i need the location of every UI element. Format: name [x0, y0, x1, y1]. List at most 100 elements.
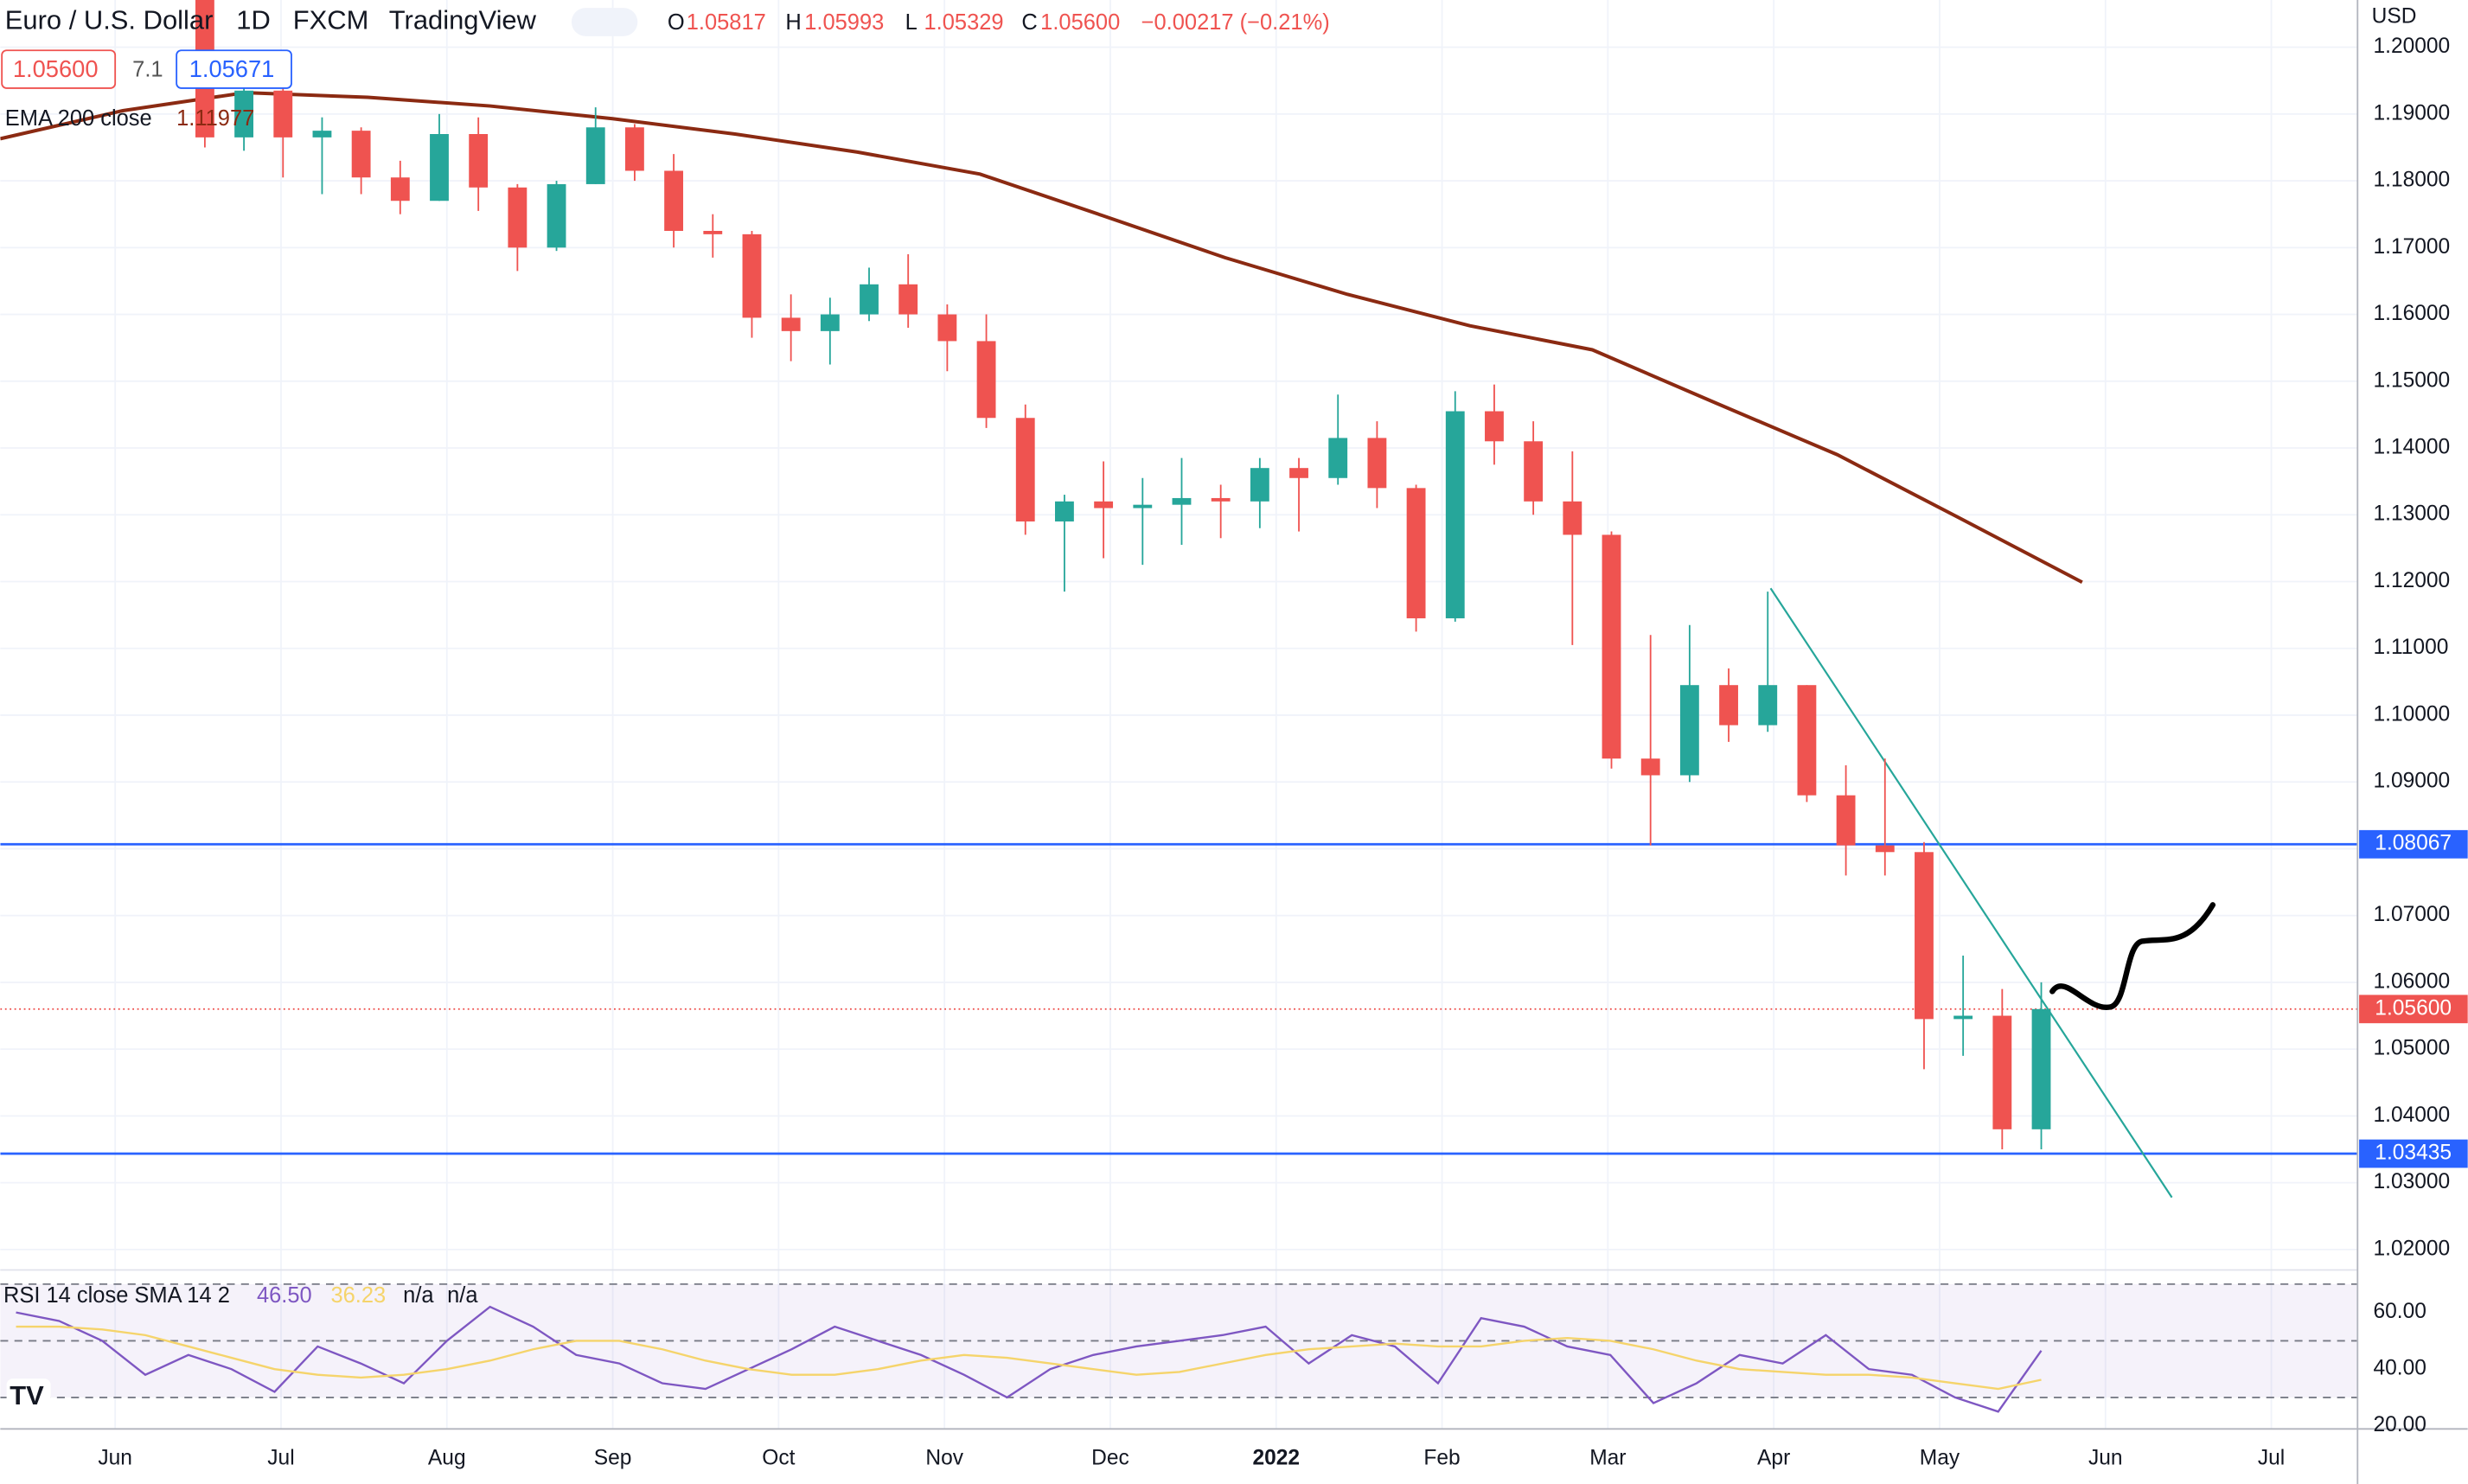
- rsi-last: 46.50: [257, 1283, 312, 1308]
- candle-body: [1094, 501, 1114, 509]
- candle-body: [430, 134, 449, 201]
- interval: 1D: [236, 5, 271, 35]
- y-tick-label: 1.18000: [2373, 169, 2450, 192]
- price-tag-label: 1.05600: [2375, 996, 2452, 1020]
- candle-body: [2031, 1008, 2051, 1129]
- ohlc-h-key: H: [785, 10, 801, 35]
- candle-body: [624, 127, 644, 171]
- buy-button[interactable]: [176, 49, 292, 89]
- candle-body: [664, 170, 684, 231]
- candle-body: [234, 90, 254, 138]
- x-tick-label: Jul: [267, 1446, 294, 1469]
- x-tick-label: May: [1920, 1446, 1960, 1469]
- ema-line: [0, 91, 2083, 585]
- candle-body: [1915, 852, 1934, 1020]
- candle-body: [1406, 488, 1426, 618]
- rsi-title: RSI 14 close SMA 14 2: [3, 1283, 230, 1308]
- rsi-tick-label: 60.00: [2373, 1300, 2426, 1323]
- ohlc-o: 1.05817: [687, 10, 766, 35]
- logo[interactable]: [6, 1378, 51, 1414]
- hand-drawing: [2049, 902, 2216, 1010]
- y-tick-label: 1.14000: [2373, 435, 2450, 458]
- ema-last: 1.11977: [176, 106, 254, 131]
- candle-body: [1992, 1015, 2012, 1129]
- price-tag: [2359, 995, 2468, 1024]
- spread: 7.1: [132, 58, 163, 82]
- candle-body: [781, 317, 801, 331]
- candle-body: [1445, 411, 1465, 618]
- candle-body: [976, 341, 996, 419]
- sell-price: 1.05600: [13, 55, 99, 82]
- y-tick-label: 1.11000: [2373, 636, 2448, 659]
- x-tick-label: Aug: [428, 1446, 466, 1469]
- candle-body: [703, 230, 723, 234]
- candle-body: [742, 233, 762, 318]
- y-tick-label: 1.12000: [2373, 569, 2450, 592]
- x-tick-label: Mar: [1589, 1446, 1626, 1469]
- candle-body: [860, 284, 879, 315]
- candle-body: [1875, 845, 1895, 853]
- ohlc-c-key: C: [1021, 10, 1037, 35]
- ohlc-o-key: O: [668, 10, 685, 35]
- source: TradingView: [389, 5, 537, 35]
- sell-button[interactable]: [1, 49, 117, 89]
- y-tick-label: 1.20000: [2373, 35, 2450, 58]
- ohlc-l: 1.05329: [924, 10, 1004, 35]
- candle-body: [1524, 441, 1544, 502]
- y-tick-label: 1.02000: [2373, 1237, 2450, 1260]
- ohlc-c: 1.05600: [1040, 10, 1120, 35]
- level-tag: [2359, 1139, 2468, 1168]
- status-pill[interactable]: [571, 8, 638, 36]
- currency: USD: [2372, 5, 2417, 29]
- candle-body: [937, 314, 957, 342]
- candle-body: [820, 314, 840, 331]
- candle-body: [1719, 685, 1738, 726]
- level-tag: [2359, 829, 2468, 859]
- change: −0.00217 (−0.21%): [1141, 10, 1330, 35]
- candle-body: [273, 90, 293, 138]
- rsi-tick-label: 40.00: [2373, 1357, 2426, 1380]
- candle-body: [1211, 497, 1231, 502]
- y-tick-label: 1.13000: [2373, 502, 2450, 526]
- candle-body: [898, 284, 918, 315]
- rsi-pane: [0, 1283, 2358, 1413]
- buy-price: 1.05671: [189, 55, 275, 82]
- svg-text:TV: TV: [10, 1380, 44, 1410]
- candle-body: [1563, 501, 1582, 535]
- candle-body: [1055, 501, 1074, 521]
- header: Euro / U.S. Dollar 1D FXCM TradingView O…: [1, 5, 2417, 1414]
- candle-body: [1328, 438, 1348, 478]
- y-tick-label: 1.10000: [2373, 702, 2450, 726]
- x-tick-label: Nov: [925, 1446, 963, 1469]
- x-tick-label: Feb: [1423, 1446, 1460, 1469]
- candle-body: [1640, 758, 1660, 776]
- y-tick-label: 1.09000: [2373, 770, 2450, 793]
- na-1: n/a: [403, 1283, 434, 1308]
- y-tick-label: 1.06000: [2373, 969, 2450, 993]
- candle-body: [351, 131, 371, 178]
- x-tick-label: 2022: [1252, 1446, 1300, 1469]
- candle-body: [1289, 468, 1308, 478]
- y-tick-label: 1.04000: [2373, 1103, 2450, 1127]
- price-pane: [0, 0, 2358, 1199]
- grid: [0, 0, 2358, 1430]
- candle-body: [469, 134, 489, 188]
- rsi-line: [16, 1305, 2043, 1413]
- sma-last: 36.23: [330, 1283, 386, 1308]
- candle-body: [1485, 411, 1504, 442]
- exchange: FXCM: [293, 5, 369, 35]
- candle-body: [312, 131, 332, 138]
- candle-body: [390, 177, 410, 201]
- candle-body: [1836, 795, 1856, 846]
- x-tick-label: Jul: [2258, 1446, 2285, 1469]
- y-tick-label: 1.16000: [2373, 302, 2450, 325]
- trendline: [1769, 587, 2173, 1199]
- ohlc-h: 1.05993: [804, 10, 884, 35]
- candle-body: [1602, 534, 1621, 759]
- candle-body: [547, 183, 566, 248]
- candle-body: [585, 127, 605, 184]
- y-tick-label: 1.15000: [2373, 368, 2450, 392]
- x-tick-label: Oct: [762, 1446, 795, 1469]
- symbol: Euro / U.S. Dollar: [5, 5, 214, 35]
